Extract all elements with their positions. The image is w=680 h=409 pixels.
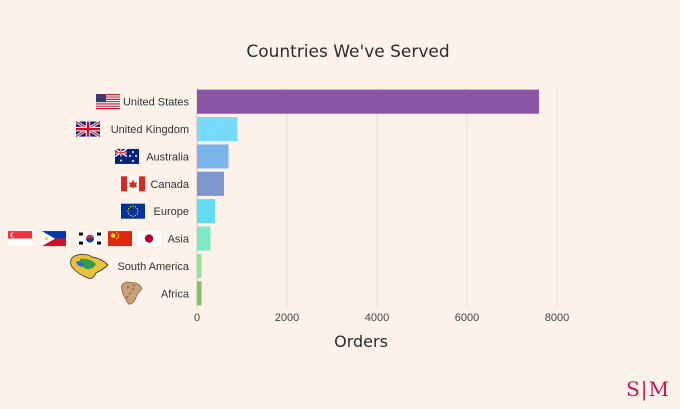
flag-eu — [121, 203, 145, 219]
category-label: Europe — [154, 206, 189, 218]
x-axis-title: Orders — [334, 332, 388, 351]
bar — [197, 171, 224, 196]
bar — [197, 89, 539, 114]
flag-sg — [8, 231, 32, 247]
category-label: Asia — [168, 234, 190, 246]
x-tick-label: 6000 — [455, 312, 479, 324]
logo-right: M — [648, 377, 670, 401]
bar — [197, 281, 202, 306]
grid — [196, 88, 558, 307]
bar — [197, 144, 229, 169]
bar — [197, 117, 238, 142]
bar — [197, 226, 211, 251]
x-tick-label: 4000 — [365, 312, 389, 324]
category-label: Canada — [150, 179, 189, 191]
brand-logo: S|M — [626, 377, 670, 401]
bar — [197, 253, 202, 278]
flag-au — [114, 148, 139, 164]
category-label: Africa — [161, 288, 190, 300]
map-south-america — [70, 254, 109, 279]
logo-left: S — [626, 377, 641, 401]
flags — [8, 94, 161, 305]
flag-ph — [42, 231, 66, 247]
x-tick-label: 2000 — [275, 312, 299, 324]
flag-kr — [78, 231, 102, 247]
flag-cn — [108, 231, 132, 247]
category-label: United States — [123, 97, 190, 109]
x-tick-label: 0 — [194, 312, 200, 324]
flag-ca — [121, 176, 145, 192]
category-label: South America — [117, 261, 189, 273]
map-africa — [121, 281, 143, 305]
bars — [197, 89, 539, 306]
x-tick-label: 8000 — [545, 312, 569, 324]
chart-title: Countries We've Served — [246, 42, 449, 62]
x-ticks: 0 2000 4000 6000 8000 — [194, 312, 569, 324]
category-label: United Kingdom — [111, 124, 189, 136]
flag-uk — [75, 120, 101, 138]
flag-us — [96, 94, 120, 110]
flag-jp — [137, 231, 161, 247]
category-label: Australia — [146, 151, 190, 163]
bar — [197, 199, 215, 224]
category-labels: United States United Kingdom Australia Cana… — [111, 97, 190, 301]
